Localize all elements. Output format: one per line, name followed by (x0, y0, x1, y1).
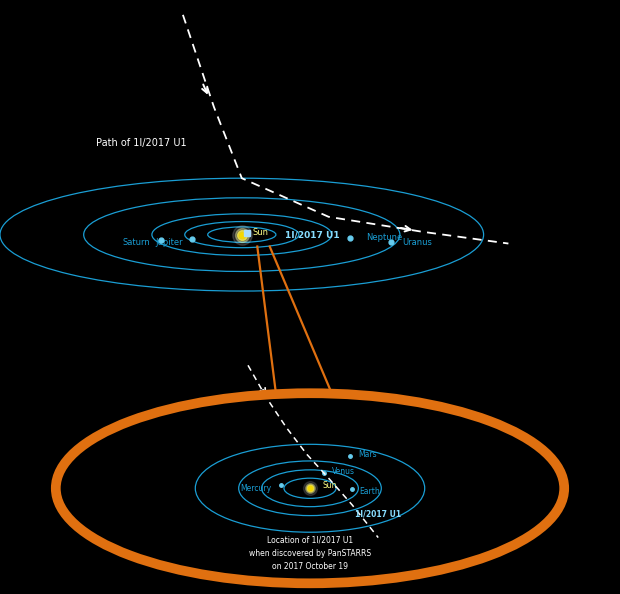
Text: Uranus: Uranus (402, 238, 432, 248)
Text: Mars: Mars (358, 450, 377, 459)
Text: Venus: Venus (332, 467, 355, 476)
Text: Neptune: Neptune (366, 233, 402, 242)
Ellipse shape (56, 393, 564, 583)
Text: 1I/2017 U1: 1I/2017 U1 (355, 509, 401, 519)
Text: Path of 1I/2017 U1: Path of 1I/2017 U1 (96, 138, 187, 147)
Text: Earth: Earth (360, 487, 380, 497)
Text: Jupiter: Jupiter (155, 238, 183, 247)
Text: Saturn: Saturn (123, 238, 151, 248)
Text: Location of 1I/2017 U1
when discovered by PanSTARRS
on 2017 October 19: Location of 1I/2017 U1 when discovered b… (249, 536, 371, 571)
Text: 1I/2017 U1: 1I/2017 U1 (285, 230, 340, 240)
Text: Sun: Sun (322, 481, 337, 491)
Text: Mercury: Mercury (241, 484, 272, 494)
Text: Sun: Sun (253, 228, 269, 237)
